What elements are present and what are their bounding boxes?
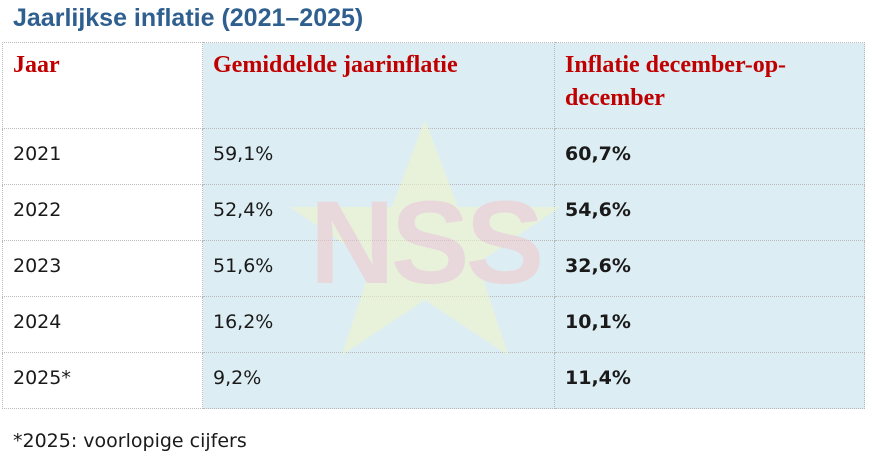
table-row: 2025* 9,2% 11,4% (2, 352, 865, 409)
cell-dec-inflation: 11,4% (554, 352, 865, 409)
table-row: 2023 51,6% 32,6% (2, 240, 865, 297)
cell-average-inflation: 9,2% (202, 352, 555, 409)
table-row: 2021 59,1% 60,7% (2, 128, 865, 185)
header-year: Jaar (2, 42, 203, 129)
header-average-inflation: Gemiddelde jaarinflatie (202, 42, 555, 129)
cell-year: 2025* (2, 352, 203, 409)
cell-average-inflation: 16,2% (202, 296, 555, 353)
footnote: *2025: voorlopige cijfers (13, 430, 247, 452)
cell-year: 2022 (2, 184, 203, 241)
cell-average-inflation: 52,4% (202, 184, 555, 241)
cell-dec-inflation: 54,6% (554, 184, 865, 241)
cell-year: 2024 (2, 296, 203, 353)
table-row: 2024 16,2% 10,1% (2, 296, 865, 353)
table-row: 2022 52,4% 54,6% (2, 184, 865, 241)
table-header-row: Jaar Gemiddelde jaarinflatie Inflatie de… (2, 42, 865, 129)
cell-dec-inflation: 32,6% (554, 240, 865, 297)
cell-dec-inflation: 60,7% (554, 128, 865, 185)
cell-average-inflation: 59,1% (202, 128, 555, 185)
inflation-table-container: Jaar Gemiddelde jaarinflatie Inflatie de… (2, 42, 865, 429)
cell-year: 2023 (2, 240, 203, 297)
inflation-table: Jaar Gemiddelde jaarinflatie Inflatie de… (2, 42, 865, 409)
header-dec-to-dec-inflation: Inflatie december-op-december (554, 42, 865, 129)
cell-average-inflation: 51,6% (202, 240, 555, 297)
page-title: Jaarlijkse inflatie (2021–2025) (13, 4, 364, 32)
cell-dec-inflation: 10,1% (554, 296, 865, 353)
cell-year: 2021 (2, 128, 203, 185)
